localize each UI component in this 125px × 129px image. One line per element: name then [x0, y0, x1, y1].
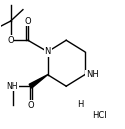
Text: O: O: [7, 36, 14, 45]
Text: NH: NH: [7, 82, 18, 91]
Text: H: H: [77, 100, 84, 109]
Text: N: N: [44, 47, 51, 56]
Text: O: O: [25, 17, 31, 26]
Text: NH: NH: [86, 70, 98, 79]
Polygon shape: [29, 75, 48, 88]
Text: O: O: [27, 101, 34, 110]
Text: HCl: HCl: [92, 111, 107, 120]
